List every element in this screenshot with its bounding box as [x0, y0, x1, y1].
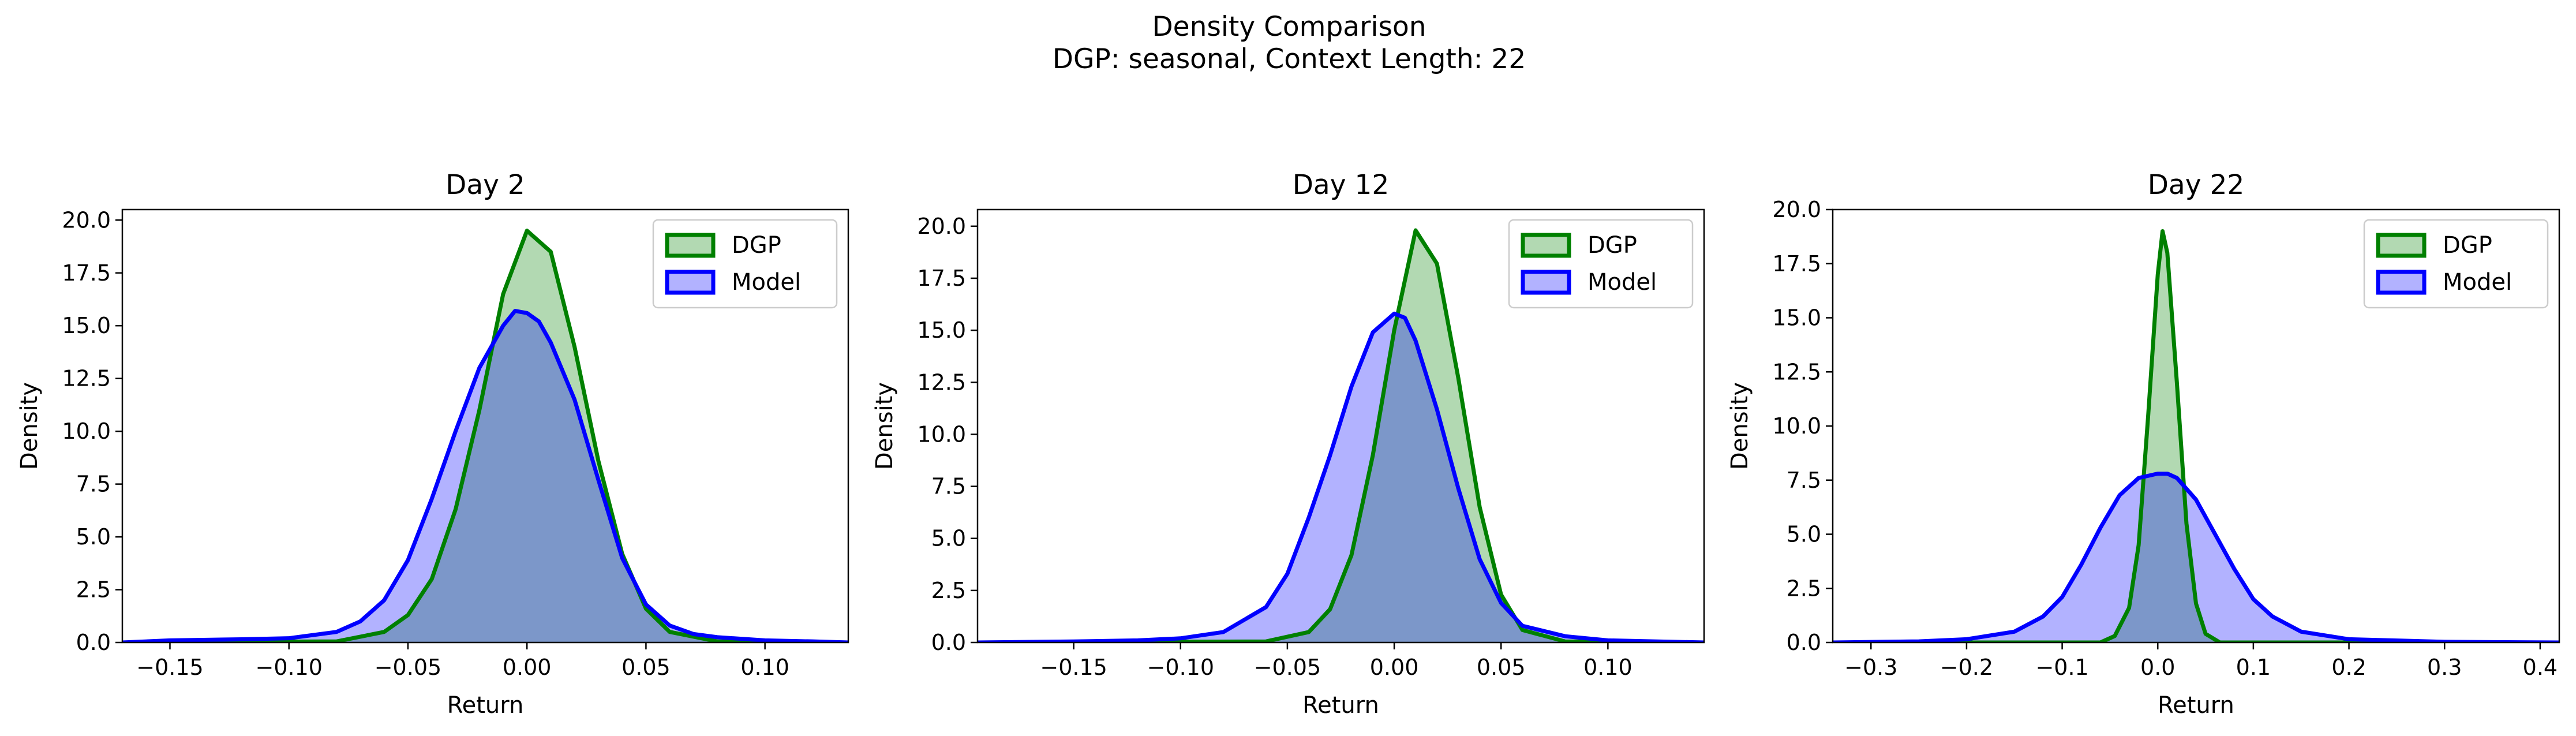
x-tick-label: −0.3 — [1844, 655, 1897, 680]
y-tick-label: 7.5 — [76, 472, 111, 497]
y-tick-label: 7.5 — [1787, 468, 1821, 493]
legend-label-model: Model — [1587, 269, 1657, 296]
legend-label-model: Model — [2443, 269, 2512, 296]
y-tick-label: 12.5 — [62, 366, 111, 391]
x-tick-label: 0.3 — [2427, 655, 2462, 680]
x-tick-label: −0.2 — [1940, 655, 1993, 680]
y-tick-label: 17.5 — [62, 260, 111, 286]
x-tick-label: 0.2 — [2331, 655, 2366, 680]
legend-box — [652, 219, 838, 309]
density-area-model — [122, 311, 848, 642]
x-tick-label: −0.05 — [375, 655, 441, 680]
y-tick-label: 10.0 — [1772, 413, 1821, 439]
x-tick-label: −0.10 — [255, 655, 322, 680]
x-tick-label: 0.10 — [1583, 655, 1633, 680]
legend-label-dgp: DGP — [732, 232, 781, 259]
density-area-model — [978, 313, 1704, 642]
x-tick-label: −0.10 — [1147, 655, 1214, 680]
y-tick-label: 15.0 — [917, 317, 966, 343]
y-tick-label: 0.0 — [931, 630, 966, 655]
x-tick-label: 0.00 — [503, 655, 552, 680]
legend-swatch-dgp — [665, 233, 716, 258]
x-tick-label: −0.15 — [1040, 655, 1107, 680]
y-tick-label: 12.5 — [1772, 359, 1821, 384]
y-tick-label: 20.0 — [1772, 197, 1821, 222]
x-tick-label: −0.15 — [136, 655, 203, 680]
x-tick-label: 0.00 — [1370, 655, 1419, 680]
density-line-model — [978, 311, 1704, 642]
x-tick-label: −0.05 — [1254, 655, 1321, 680]
x-tick-label: 0.1 — [2236, 655, 2271, 680]
y-axis-label: Density — [1727, 382, 1753, 470]
y-tick-label: 10.0 — [62, 419, 111, 444]
y-tick-label: 2.5 — [1787, 576, 1821, 601]
y-tick-label: 15.0 — [62, 313, 111, 338]
density-line-model — [1833, 472, 2559, 642]
x-tick-label: 0.10 — [740, 655, 789, 680]
legend-label-model: Model — [732, 269, 801, 296]
subplot-panels: −0.15 −0.10 −0.05 0.00 0.05 0.10 0.0 2.5 5.0 7.5 1… — [16, 169, 2560, 719]
x-axis-label: Return — [447, 692, 524, 719]
figure-subtitle: DGP: seasonal, Context Length: 22 — [1053, 43, 1526, 75]
y-tick-label: 17.5 — [917, 266, 966, 291]
x-axis-label: Return — [2158, 692, 2234, 719]
legend: DGP Model — [2363, 219, 2549, 309]
y-tick-label: 20.0 — [62, 207, 111, 233]
legend-label-dgp: DGP — [1587, 232, 1637, 259]
legend: DGP Model — [1508, 219, 1694, 309]
y-tick-label: 17.5 — [1772, 251, 1821, 277]
y-tick-label: 15.0 — [1772, 305, 1821, 331]
x-tick-label: 0.05 — [1477, 655, 1526, 680]
legend-swatch-model — [2376, 270, 2427, 295]
y-tick-label: 5.0 — [1787, 522, 1821, 547]
subplot-title: Day 2 — [445, 169, 525, 201]
density-area-model — [1833, 473, 2559, 642]
y-tick-label: 5.0 — [76, 524, 111, 550]
subplot-title: Day 22 — [2148, 169, 2245, 201]
density-area-dgp — [122, 230, 848, 642]
y-tick-label: 7.5 — [931, 474, 966, 499]
y-axis-label: Density — [16, 382, 43, 470]
x-tick-label: 0.0 — [2140, 655, 2175, 680]
figure-title: Density Comparison — [1152, 11, 1426, 43]
y-tick-label: 0.0 — [76, 630, 111, 655]
subplot-day-3: −0.3 −0.2 −0.1 0.0 0.1 0.2 0.3 0.4 0.0 2.5 5.0 7.5 1… — [1727, 169, 2560, 719]
x-axis-label: Return — [1302, 692, 1379, 719]
density-line-model — [122, 309, 848, 642]
legend-swatch-dgp — [2376, 233, 2427, 258]
axes-frame — [121, 208, 849, 644]
legend-box — [2363, 219, 2549, 309]
subplot-day-1: −0.15 −0.10 −0.05 0.00 0.05 0.10 0.0 2.5 5.0 7.5 1… — [16, 169, 849, 719]
y-tick-label: 10.0 — [917, 421, 966, 447]
legend-box — [1508, 219, 1694, 309]
legend-label-dgp: DGP — [2443, 232, 2492, 259]
axes-frame — [976, 208, 1705, 644]
y-tick-label: 5.0 — [931, 526, 966, 551]
legend-swatch-model — [665, 270, 716, 295]
x-tick-label: −0.1 — [2035, 655, 2088, 680]
y-tick-label: 2.5 — [76, 577, 111, 603]
density-line-dgp — [122, 229, 848, 642]
y-tick-label: 0.0 — [1787, 630, 1821, 655]
x-tick-label: 0.05 — [621, 655, 671, 680]
legend-swatch-model — [1521, 270, 1571, 295]
y-tick-label: 12.5 — [917, 369, 966, 395]
y-tick-label: 20.0 — [917, 214, 966, 239]
subplot-title: Day 12 — [1293, 169, 1390, 201]
density-line-dgp — [1833, 229, 2559, 642]
y-axis-label: Density — [871, 382, 898, 470]
subplot-day-2: −0.15 −0.10 −0.05 0.00 0.05 0.10 0.0 2.5 5.0 7.5 1… — [871, 169, 1705, 719]
legend-swatch-dgp — [1521, 233, 1571, 258]
legend: DGP Model — [652, 219, 838, 309]
x-tick-label: 0.4 — [2523, 655, 2558, 680]
y-tick-label: 2.5 — [931, 578, 966, 603]
